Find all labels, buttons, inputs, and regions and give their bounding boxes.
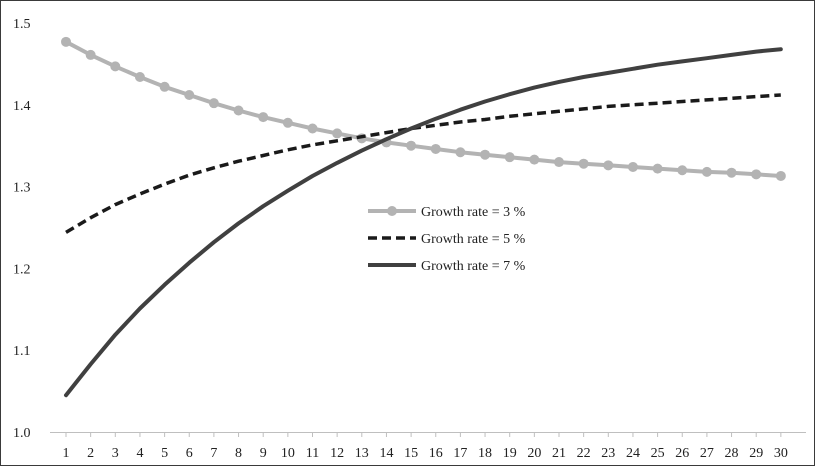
series-1-point bbox=[627, 161, 638, 172]
x-tick-label: 5 bbox=[161, 446, 168, 461]
x-tick-label: 30 bbox=[774, 446, 788, 461]
series-line-2 bbox=[65, 93, 781, 234]
series-1-point bbox=[406, 140, 417, 151]
x-tick-label: 24 bbox=[626, 446, 640, 461]
series-1-point bbox=[159, 81, 170, 92]
x-tick-label: 9 bbox=[260, 446, 267, 461]
x-tick-label: 13 bbox=[355, 446, 369, 461]
x-tick-label: 8 bbox=[235, 446, 242, 461]
series-1-point bbox=[455, 147, 466, 158]
y-tick-label: 1.3 bbox=[13, 181, 31, 196]
x-tick-label: 3 bbox=[112, 446, 119, 461]
y-tick-label: 1.1 bbox=[13, 344, 31, 359]
x-tick-label: 21 bbox=[552, 446, 566, 461]
series-1-point bbox=[282, 117, 293, 128]
x-tick-label: 4 bbox=[136, 446, 143, 461]
x-tick-label: 27 bbox=[700, 446, 714, 461]
x-tick-label: 19 bbox=[503, 446, 517, 461]
x-tick-label: 17 bbox=[453, 446, 467, 461]
x-tick-label: 29 bbox=[749, 446, 763, 461]
legend: Growth rate = 3 % Growth rate = 5 % Growth… bbox=[368, 205, 526, 274]
x-tick-label: 23 bbox=[601, 446, 615, 461]
series-1-point bbox=[677, 165, 688, 176]
series-1-point bbox=[430, 143, 441, 154]
y-tick-label: 1.2 bbox=[13, 262, 31, 277]
series-1-point bbox=[578, 158, 589, 169]
series-1-point bbox=[554, 157, 564, 168]
series-1-point bbox=[726, 167, 737, 178]
series-1-point bbox=[307, 123, 318, 134]
series-1-point bbox=[775, 170, 786, 181]
x-tick-label: 7 bbox=[210, 446, 217, 461]
x-tick-label: 10 bbox=[281, 446, 295, 461]
legend-label-1: Growth rate = 3 % bbox=[421, 205, 526, 220]
x-tick-label: 22 bbox=[577, 446, 591, 461]
x-tick-label: 11 bbox=[306, 446, 319, 461]
x-tick-label: 15 bbox=[404, 446, 418, 461]
series-1-point bbox=[603, 160, 614, 171]
series-1-point bbox=[85, 49, 96, 60]
x-axis: 1 2 3 4 5 6 7 8 9 10 11 12 13 14 15 16 17 18 19 20 21 22 23 24 2… bbox=[50, 432, 806, 461]
series-1-point bbox=[701, 166, 712, 177]
legend-label-2: Growth rate = 5 % bbox=[421, 232, 526, 247]
series-1-point bbox=[480, 149, 491, 160]
series-1-point bbox=[134, 71, 145, 82]
y-axis-ticks: 1.0 1.1 1.2 1.3 1.4 1.5 bbox=[13, 17, 31, 441]
legend-label-3: Growth rate = 7 % bbox=[421, 259, 526, 274]
series-1-point bbox=[529, 154, 540, 165]
x-tick-label: 25 bbox=[651, 446, 665, 461]
series-line-3 bbox=[64, 47, 783, 398]
x-tick-label: 28 bbox=[725, 446, 739, 461]
series-1-point bbox=[61, 36, 71, 47]
y-tick-label: 1.4 bbox=[13, 99, 31, 114]
x-tick-label: 26 bbox=[675, 446, 689, 461]
legend-marker bbox=[387, 206, 397, 216]
x-tick-label: 16 bbox=[429, 446, 443, 461]
series-1-point bbox=[110, 61, 121, 72]
series-1-point bbox=[258, 112, 269, 123]
y-tick-label: 1.5 bbox=[13, 17, 31, 32]
series-1-point bbox=[504, 152, 515, 163]
y-tick-label: 1.0 bbox=[13, 426, 31, 441]
x-tick-label: 1 bbox=[63, 446, 70, 461]
x-tick-label: 12 bbox=[330, 446, 344, 461]
series-1-point bbox=[332, 128, 343, 139]
series-layer bbox=[61, 36, 786, 398]
x-tick-label: 18 bbox=[478, 446, 492, 461]
series-1-point bbox=[184, 89, 195, 100]
x-tick-label: 2 bbox=[87, 446, 94, 461]
series-1-point bbox=[652, 163, 663, 174]
series-1-point bbox=[751, 169, 762, 180]
x-tick-label: 14 bbox=[379, 446, 393, 461]
x-tick-label: 6 bbox=[186, 446, 193, 461]
series-1-point bbox=[208, 98, 219, 109]
series-1-point bbox=[233, 105, 244, 116]
x-tick-label: 20 bbox=[527, 446, 541, 461]
